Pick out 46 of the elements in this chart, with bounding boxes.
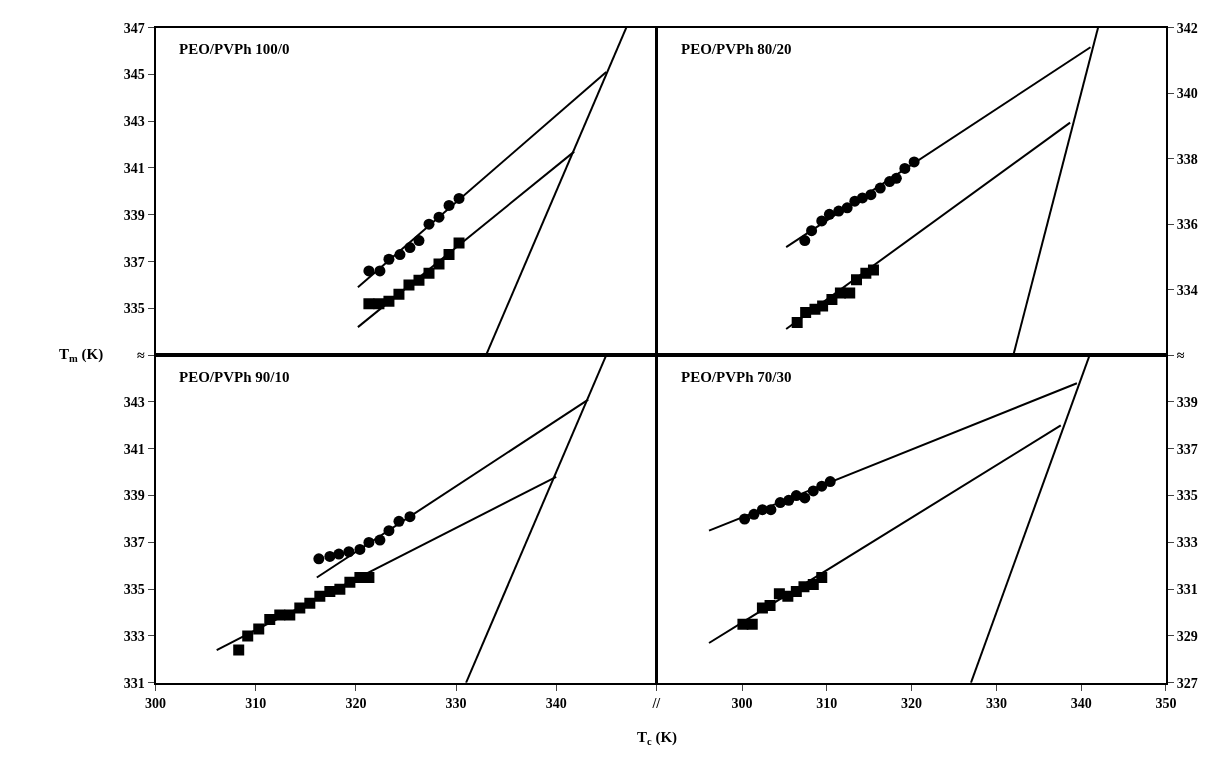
y-tick-label: 347 (123, 20, 145, 36)
y-tick-label: 329 (1176, 628, 1198, 644)
y-tick-label: 339 (123, 207, 145, 223)
y-tick-label: 345 (123, 67, 145, 83)
x-tick-label: 340 (1070, 695, 1092, 711)
y-tick-label: 337 (123, 535, 145, 551)
x-tick-label: 300 (731, 695, 753, 711)
text: PEO/PVPh 70/30 (681, 369, 792, 385)
y-tick-label: 335 (123, 582, 145, 598)
y-tick-label: 343 (123, 394, 145, 410)
y-tick-label: 337 (1176, 441, 1198, 457)
x-tick-label: 350 (1155, 695, 1177, 711)
x-tick-label: 330 (445, 695, 467, 711)
y-tick-label: ≈ (1176, 348, 1185, 364)
y-tick-label: 331 (123, 675, 145, 691)
y-tick-label: 341 (123, 160, 145, 176)
x-tick-label: // (651, 695, 662, 711)
y-tick-label: 342 (1176, 20, 1198, 36)
y-tick-label: 336 (1176, 217, 1198, 233)
y-tick-label: 341 (123, 441, 145, 457)
y-tick-label: 334 (1176, 282, 1198, 298)
x-tick-label: 330 (985, 695, 1007, 711)
y-tick-label: 339 (1176, 394, 1198, 410)
x-tick-label: 320 (345, 695, 367, 711)
y-tick-label: 339 (123, 488, 145, 504)
x-tick-label: 310 (245, 695, 267, 711)
y-tick-label: 327 (1176, 675, 1198, 691)
text: PEO/PVPh 90/10 (179, 369, 290, 385)
x-tick-label: 300 (145, 695, 167, 711)
y-tick-label: ≈ (137, 348, 146, 364)
x-tick-label: 340 (545, 695, 567, 711)
y-tick-label: 333 (123, 628, 145, 644)
y-tick-label: 333 (1176, 535, 1198, 551)
y-tick-label: 331 (1176, 582, 1198, 598)
x-tick-label: 310 (816, 695, 838, 711)
y-tick-label: 340 (1176, 86, 1198, 102)
y-tick-label: 335 (123, 301, 145, 317)
y-tick-label: 343 (123, 114, 145, 130)
y-axis-title: T$_{m}$ (K) (59, 346, 104, 365)
text: PEO/PVPh 100/0 (179, 41, 290, 57)
y-tick-label: 335 (1176, 488, 1198, 504)
y-tick-label: 337 (123, 254, 145, 270)
x-axis-title: T$_{c}$ (K) (637, 729, 678, 748)
y-tick-label: 338 (1176, 151, 1198, 167)
x-tick-label: 320 (901, 695, 923, 711)
text: PEO/PVPh 80/20 (681, 41, 792, 57)
